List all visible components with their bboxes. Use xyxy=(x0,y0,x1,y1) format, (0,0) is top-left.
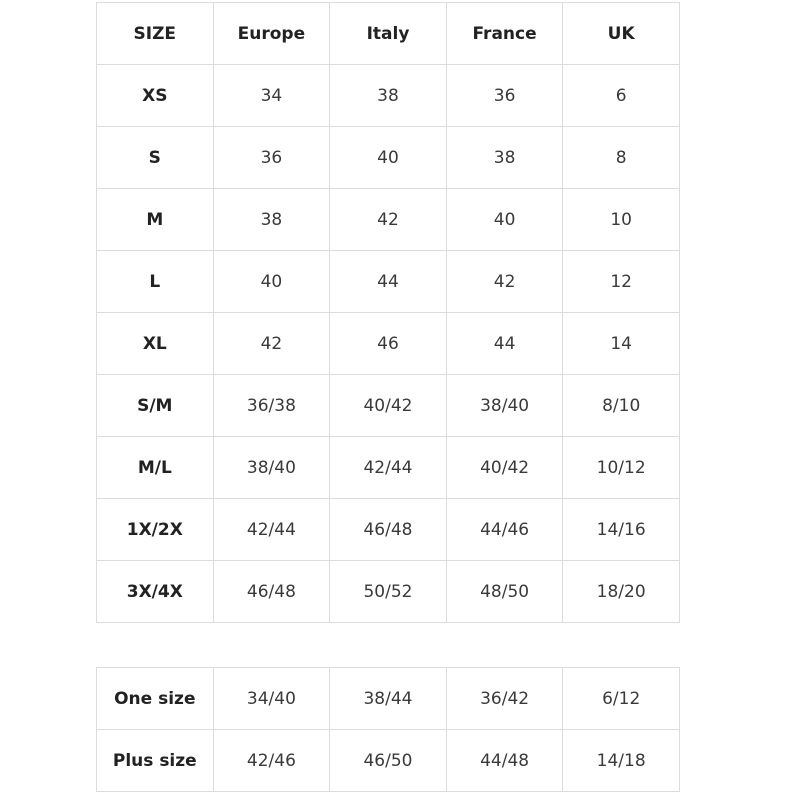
row-label: 3X/4X xyxy=(96,560,214,623)
table-cell: 48/50 xyxy=(445,560,564,623)
table-cell: 14/16 xyxy=(562,498,680,561)
table-cell: 38 xyxy=(329,64,447,127)
table-cell: 6/12 xyxy=(562,667,680,730)
row-label: XL xyxy=(96,312,214,375)
column-header: Italy xyxy=(329,2,447,65)
table-cell: 42 xyxy=(212,312,331,375)
table-row: One size 34/40 38/44 36/42 6/12 xyxy=(96,667,680,730)
table-cell: 46/48 xyxy=(212,560,331,623)
table-cell: 38 xyxy=(445,126,564,189)
table-row: XL 42 46 44 14 xyxy=(96,312,680,375)
table-row: M/L 38/40 42/44 40/42 10/12 xyxy=(96,436,680,499)
table-row: M 38 42 40 10 xyxy=(96,188,680,251)
row-label: S/M xyxy=(96,374,214,437)
table-cell: 40 xyxy=(445,188,564,251)
table-cell: 8/10 xyxy=(562,374,680,437)
table-cell: 46/50 xyxy=(329,729,447,792)
table-cell: 36/38 xyxy=(212,374,331,437)
table-row: L 40 44 42 12 xyxy=(96,250,680,313)
table-cell: 40/42 xyxy=(445,436,564,499)
table-cell: 44 xyxy=(329,250,447,313)
row-label: One size xyxy=(96,667,214,730)
table-cell: 34/40 xyxy=(212,667,331,730)
table-cell: 50/52 xyxy=(329,560,447,623)
size-conversion-table: SIZE Europe Italy France UK XS 34 38 36 6 S 36 40 38 8… xyxy=(96,2,680,623)
row-label: 1X/2X xyxy=(96,498,214,561)
column-header: SIZE xyxy=(96,2,214,65)
table-cell: 10/12 xyxy=(562,436,680,499)
table-cell: 18/20 xyxy=(562,560,680,623)
table-row: 3X/4X 46/48 50/52 48/50 18/20 xyxy=(96,560,680,623)
row-label: M/L xyxy=(96,436,214,499)
column-header: France xyxy=(445,2,564,65)
special-size-table: One size 34/40 38/44 36/42 6/12 Plus size 42/4… xyxy=(96,667,680,792)
column-header: Europe xyxy=(212,2,331,65)
table-cell: 42/46 xyxy=(212,729,331,792)
table-row: XS 34 38 36 6 xyxy=(96,64,680,127)
table-cell: 42/44 xyxy=(329,436,447,499)
table-cell: 40/42 xyxy=(329,374,447,437)
row-label: XS xyxy=(96,64,214,127)
table-row: S/M 36/38 40/42 38/40 8/10 xyxy=(96,374,680,437)
table-cell: 46/48 xyxy=(329,498,447,561)
header-row: SIZE Europe Italy France UK xyxy=(96,2,680,65)
table-cell: 44/48 xyxy=(445,729,564,792)
column-header: UK xyxy=(562,2,680,65)
table-cell: 42 xyxy=(329,188,447,251)
row-label: M xyxy=(96,188,214,251)
table-cell: 12 xyxy=(562,250,680,313)
table-cell: 42/44 xyxy=(212,498,331,561)
table-cell: 14/18 xyxy=(562,729,680,792)
table-cell: 36 xyxy=(212,126,331,189)
table-cell: 38/40 xyxy=(445,374,564,437)
table-row: S 36 40 38 8 xyxy=(96,126,680,189)
table-row: Plus size 42/46 46/50 44/48 14/18 xyxy=(96,729,680,792)
table-cell: 44 xyxy=(445,312,564,375)
table-cell: 38 xyxy=(212,188,331,251)
table-cell: 6 xyxy=(562,64,680,127)
table-cell: 36/42 xyxy=(445,667,564,730)
row-label: S xyxy=(96,126,214,189)
row-label: L xyxy=(96,250,214,313)
table-cell: 46 xyxy=(329,312,447,375)
row-label: Plus size xyxy=(96,729,214,792)
table-row: 1X/2X 42/44 46/48 44/46 14/16 xyxy=(96,498,680,561)
table-cell: 8 xyxy=(562,126,680,189)
table-cell: 44/46 xyxy=(445,498,564,561)
table-cell: 40 xyxy=(212,250,331,313)
table-cell: 38/40 xyxy=(212,436,331,499)
table-cell: 40 xyxy=(329,126,447,189)
table-cell: 34 xyxy=(212,64,331,127)
table-cell: 10 xyxy=(562,188,680,251)
table-cell: 14 xyxy=(562,312,680,375)
table-cell: 36 xyxy=(445,64,564,127)
table-cell: 42 xyxy=(445,250,564,313)
table-cell: 38/44 xyxy=(329,667,447,730)
